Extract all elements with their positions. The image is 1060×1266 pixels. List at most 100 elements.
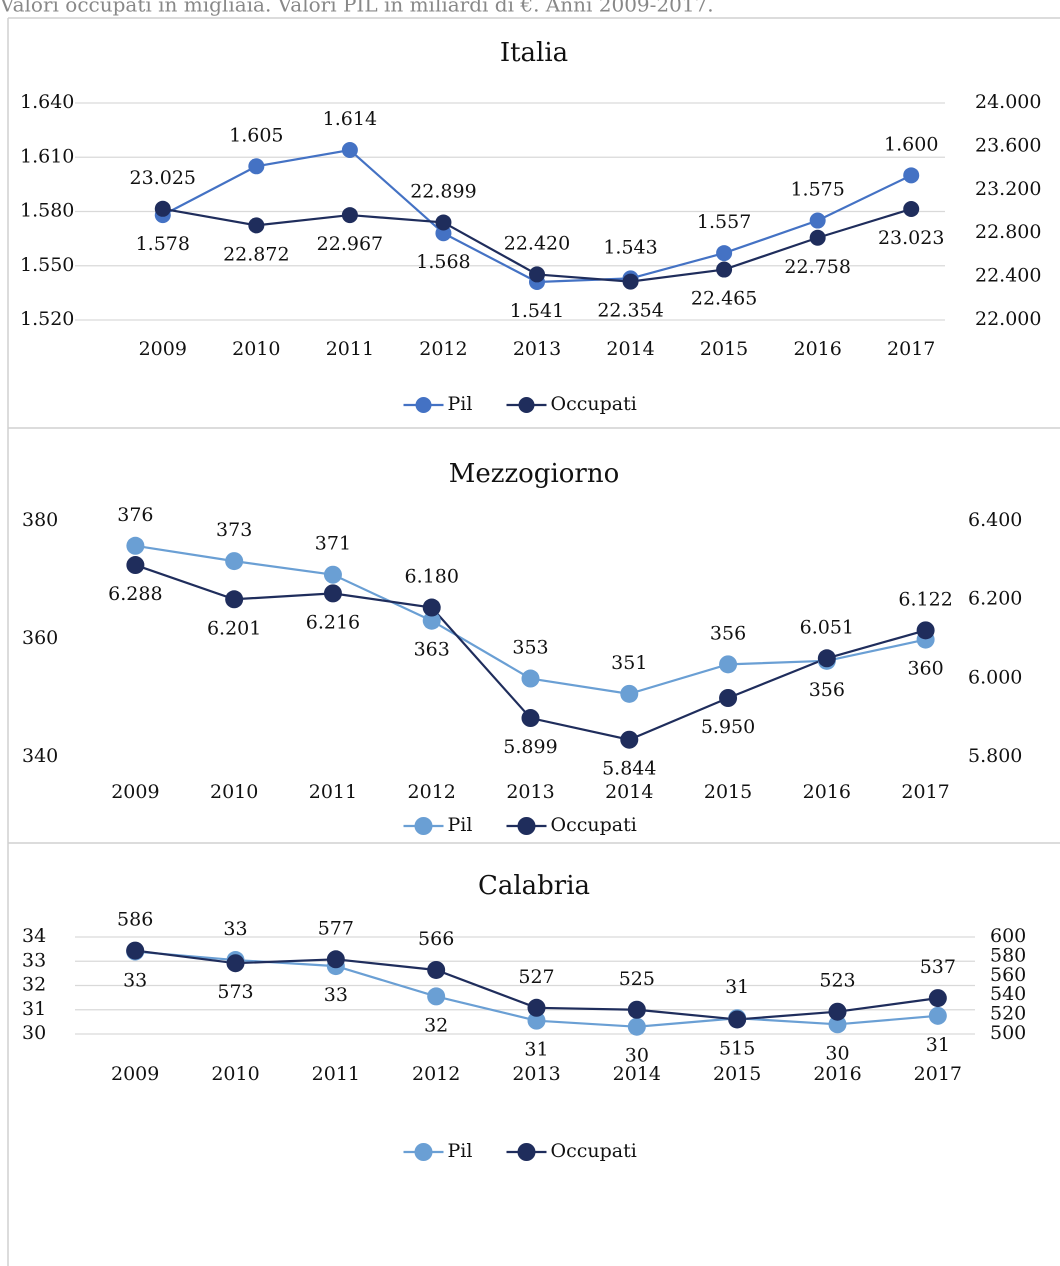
data-label: 1.575 bbox=[790, 179, 844, 201]
data-label: 1.568 bbox=[416, 251, 470, 273]
x-tick-label: 2010 bbox=[211, 1063, 259, 1085]
x-tick-label: 2015 bbox=[700, 338, 748, 360]
data-point bbox=[719, 689, 738, 707]
data-label: 537 bbox=[920, 956, 956, 978]
data-point bbox=[809, 212, 826, 229]
chart-title: Calabria bbox=[478, 871, 590, 901]
data-point bbox=[154, 200, 171, 217]
x-tick-label: 2014 bbox=[613, 1063, 661, 1085]
x-tick-label: 2017 bbox=[901, 781, 949, 803]
data-label: 356 bbox=[809, 679, 845, 701]
y-tick-label: 340 bbox=[22, 745, 58, 767]
data-label: 371 bbox=[315, 533, 351, 555]
legend-label: Pil bbox=[448, 814, 473, 836]
data-point bbox=[225, 552, 244, 571]
data-label: 22.967 bbox=[317, 233, 383, 255]
data-label: 376 bbox=[117, 504, 153, 526]
data-point bbox=[422, 611, 441, 630]
x-tick-label: 2011 bbox=[326, 338, 374, 360]
data-label: 33 bbox=[123, 970, 147, 992]
data-point bbox=[422, 598, 441, 617]
data-label: 22.354 bbox=[597, 300, 663, 322]
data-label: 577 bbox=[318, 917, 354, 939]
x-tick-label: 2013 bbox=[506, 781, 554, 803]
data-label: 33 bbox=[324, 984, 348, 1006]
y2-tick-label: 560 bbox=[990, 964, 1026, 986]
data-label: 586 bbox=[117, 909, 153, 931]
data-point bbox=[809, 229, 826, 246]
data-point bbox=[323, 565, 342, 584]
data-point bbox=[903, 201, 920, 218]
data-point bbox=[126, 556, 145, 575]
data-label: 22.899 bbox=[410, 180, 476, 202]
legend-label: Occupati bbox=[551, 393, 637, 415]
data-point bbox=[828, 1015, 847, 1034]
y2-tick-label: 5.800 bbox=[968, 745, 1022, 767]
data-label: 22.465 bbox=[691, 288, 757, 310]
legend-label: Pil bbox=[448, 1140, 473, 1162]
y2-tick-label: 22.000 bbox=[975, 308, 1041, 330]
data-label: 23.023 bbox=[878, 227, 944, 249]
data-point bbox=[627, 1000, 646, 1019]
data-label: 5.899 bbox=[503, 736, 557, 758]
x-tick-label: 2011 bbox=[312, 1063, 360, 1085]
data-point bbox=[341, 142, 358, 159]
legend-marker bbox=[518, 397, 535, 413]
data-label: 5.844 bbox=[602, 758, 656, 780]
data-point bbox=[427, 960, 446, 979]
data-label: 6.122 bbox=[898, 588, 952, 610]
data-point bbox=[427, 987, 446, 1006]
x-tick-label: 2012 bbox=[408, 781, 456, 803]
data-point bbox=[622, 273, 639, 290]
data-point bbox=[529, 266, 545, 283]
y-tick-label: 33 bbox=[22, 949, 46, 971]
x-tick-label: 2009 bbox=[111, 781, 159, 803]
y-tick-label: 380 bbox=[22, 509, 58, 531]
data-label: 31 bbox=[524, 1039, 548, 1061]
data-label: 32 bbox=[424, 1014, 448, 1036]
data-label: 6.180 bbox=[405, 566, 459, 588]
chart-title: Italia bbox=[500, 38, 568, 68]
data-label: 353 bbox=[512, 637, 548, 659]
y-tick-label: 1.610 bbox=[20, 145, 74, 167]
y2-tick-label: 6.000 bbox=[968, 666, 1022, 688]
data-label: 23.025 bbox=[130, 167, 196, 189]
y-tick-label: 1.580 bbox=[20, 200, 74, 222]
x-tick-label: 2016 bbox=[803, 781, 851, 803]
data-point bbox=[248, 217, 265, 234]
data-label: 1.541 bbox=[510, 300, 564, 322]
data-point bbox=[928, 989, 947, 1008]
x-tick-label: 2015 bbox=[713, 1063, 761, 1085]
data-label: 22.872 bbox=[223, 243, 289, 265]
y2-tick-label: 500 bbox=[990, 1022, 1026, 1044]
data-point bbox=[527, 1011, 546, 1030]
data-label: 515 bbox=[719, 1037, 755, 1059]
data-label: 351 bbox=[611, 652, 647, 674]
x-tick-label: 2014 bbox=[606, 338, 654, 360]
data-label: 1.614 bbox=[323, 108, 377, 130]
x-tick-label: 2016 bbox=[793, 338, 841, 360]
data-label: 525 bbox=[619, 968, 655, 990]
y2-tick-label: 600 bbox=[990, 925, 1026, 947]
data-label: 6.288 bbox=[108, 583, 162, 605]
data-point bbox=[620, 684, 639, 703]
y2-tick-label: 22.400 bbox=[975, 265, 1041, 287]
data-label: 360 bbox=[907, 658, 943, 680]
data-point bbox=[435, 214, 452, 231]
y-tick-label: 34 bbox=[22, 925, 46, 947]
y-tick-label: 1.640 bbox=[20, 91, 74, 113]
data-point bbox=[620, 730, 639, 749]
data-label: 527 bbox=[518, 966, 554, 988]
legend-marker bbox=[517, 1143, 536, 1161]
legend-label: Occupati bbox=[551, 814, 637, 836]
legend-label: Pil bbox=[448, 393, 473, 415]
y-tick-label: 31 bbox=[22, 998, 46, 1020]
data-label: 5.950 bbox=[701, 716, 755, 738]
x-tick-label: 2010 bbox=[232, 338, 280, 360]
y-tick-label: 1.520 bbox=[20, 308, 74, 330]
y2-tick-label: 24.000 bbox=[975, 91, 1041, 113]
data-label: 1.543 bbox=[603, 236, 657, 258]
x-tick-label: 2009 bbox=[111, 1063, 159, 1085]
